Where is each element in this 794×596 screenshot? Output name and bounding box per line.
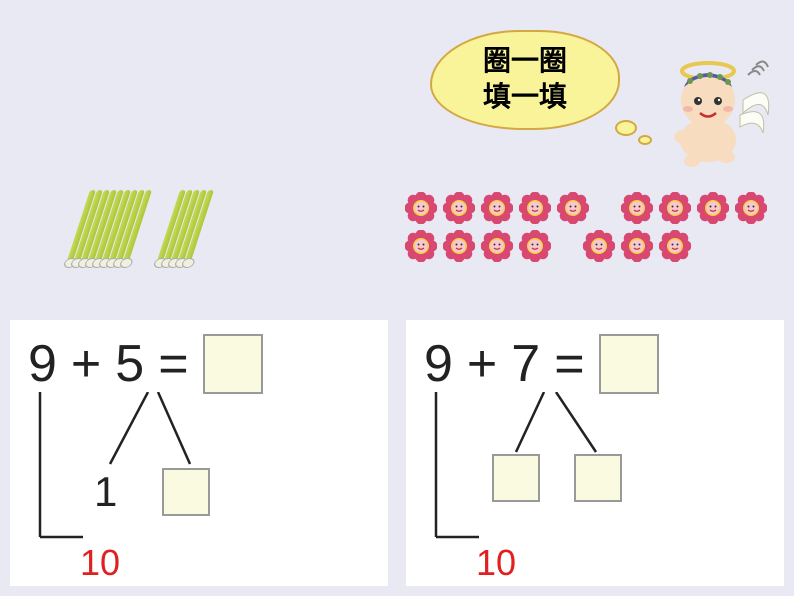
stick-group-2 <box>168 190 202 264</box>
flower-icon <box>621 192 653 224</box>
split-right-box[interactable] <box>162 468 210 516</box>
problem-card-1: 9 + 5 = 1 10 <box>10 320 388 586</box>
answer-box[interactable] <box>203 334 263 394</box>
split-diagram-2 <box>424 392 664 572</box>
equals: = <box>158 334 188 394</box>
ten-label-1: 10 <box>80 542 120 584</box>
split-left-box[interactable] <box>492 454 540 502</box>
flower-icon <box>697 192 729 224</box>
problems-area: 9 + 5 = 1 10 9 + 7 = <box>10 320 784 586</box>
bubble-line1: 圈一圈 <box>483 44 567 80</box>
flower-icon <box>735 192 767 224</box>
equation-1: 9 + 5 = <box>28 334 370 394</box>
sticks-area <box>78 190 202 264</box>
problem-card-2: 9 + 7 = 10 <box>406 320 784 586</box>
flower-icon <box>557 192 589 224</box>
stick-group-1 <box>78 190 140 264</box>
flower-icon <box>481 192 513 224</box>
flower-icon <box>519 192 551 224</box>
operand-b: 5 <box>115 334 144 394</box>
bubble-main: 圈一圈 填一填 <box>430 30 620 130</box>
operand-a: 9 <box>28 334 57 394</box>
flower-icon <box>621 230 653 262</box>
flower-row-1 <box>405 192 767 224</box>
split-left-value: 1 <box>94 468 117 516</box>
angel-icon <box>648 45 778 175</box>
bubble-line2: 填一填 <box>483 80 567 116</box>
bubble-dot-1 <box>615 120 637 136</box>
flowers-area <box>405 192 767 268</box>
flower-icon <box>659 192 691 224</box>
operand-b: 7 <box>511 334 540 394</box>
flower-icon <box>583 230 615 262</box>
flower-icon <box>443 230 475 262</box>
flower-icon <box>659 230 691 262</box>
operator: + <box>71 334 101 394</box>
flower-icon <box>519 230 551 262</box>
thought-bubble: 圈一圈 填一填 <box>430 30 630 140</box>
flower-row-2 <box>405 230 767 262</box>
split-right-box[interactable] <box>574 454 622 502</box>
split-diagram-1 <box>28 392 248 572</box>
operator: + <box>467 334 497 394</box>
flower-icon <box>405 192 437 224</box>
operand-a: 9 <box>424 334 453 394</box>
flower-icon <box>481 230 513 262</box>
flower-icon <box>405 230 437 262</box>
flower-icon <box>443 192 475 224</box>
ten-label-2: 10 <box>476 542 516 584</box>
answer-box[interactable] <box>599 334 659 394</box>
equation-2: 9 + 7 = <box>424 334 766 394</box>
equals: = <box>554 334 584 394</box>
